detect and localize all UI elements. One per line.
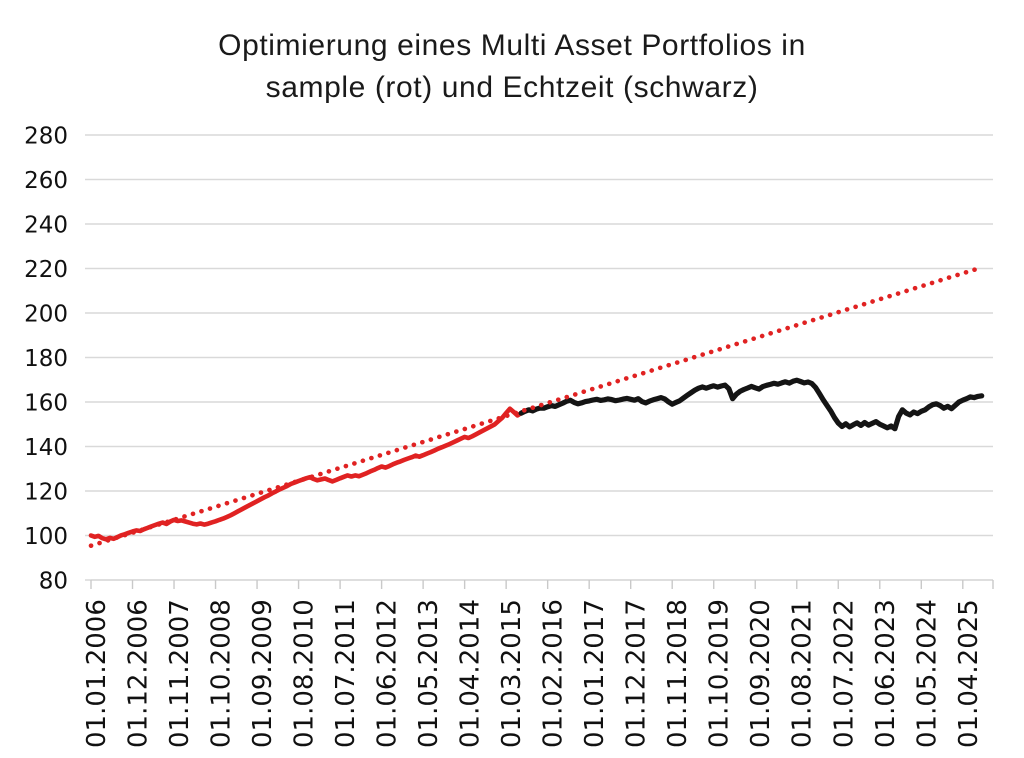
x-axis-label: 01.01.2017 [580,599,610,748]
x-axis-label: 01.12.2006 [124,599,154,748]
y-axis-label: 120 [24,480,68,506]
y-axis-label: 180 [24,346,68,372]
x-axis-label: 01.12.2017 [622,599,652,748]
x-axis-label: 01.04.2025 [954,599,984,748]
y-axis-label: 260 [24,168,68,194]
x-axis-label: 01.10.2008 [207,599,237,748]
x-axis-label: 01.06.2023 [871,599,901,748]
y-axis-label: 80 [39,569,68,595]
x-axis-label: 01.02.2016 [539,599,569,748]
axis-labels: 280 260 240 220 200 180 160 140 120 100 80 01.01.20… [24,124,984,749]
x-axis-label: 01.10.2019 [705,599,735,748]
y-axis-label: 160 [24,391,68,417]
x-axis-label: 01.09.2020 [746,599,776,748]
x-axis-label: 01.04.2014 [456,599,486,748]
y-axis-label: 280 [24,124,68,150]
x-axis [90,579,994,589]
chart-title-line-2: sample (rot) und Echtzeit (schwarz) [266,71,759,104]
x-axis-label: 01.05.2024 [912,599,942,748]
y-axis-label: 220 [24,257,68,283]
gridlines [85,134,993,581]
x-axis-label: 01.03.2015 [497,599,527,748]
x-axis-label: 01.09.2009 [248,599,278,748]
x-axis-label: 01.08.2021 [788,599,818,748]
y-axis-label: 200 [24,302,68,328]
y-axis-label: 240 [24,213,68,239]
data-series [88,265,985,549]
x-axis-label: 01.08.2010 [290,599,320,748]
x-axis-label: 01.01.2006 [82,599,112,748]
y-axis-label: 140 [24,435,68,461]
y-axis-label: 100 [24,524,68,550]
chart-title-line-1: Optimierung eines Multi Asset Portfolios… [218,29,806,62]
x-axis-label: 01.11.2018 [663,599,693,748]
x-axis-label: 01.07.2022 [829,599,859,748]
x-axis-label: 01.07.2011 [331,599,361,748]
x-axis-label: 01.11.2007 [165,599,195,748]
in-sample-line [88,406,524,542]
x-axis-label: 01.06.2012 [373,599,403,748]
x-axis-label: 01.05.2013 [414,599,444,748]
echtzeit-line [518,377,985,432]
